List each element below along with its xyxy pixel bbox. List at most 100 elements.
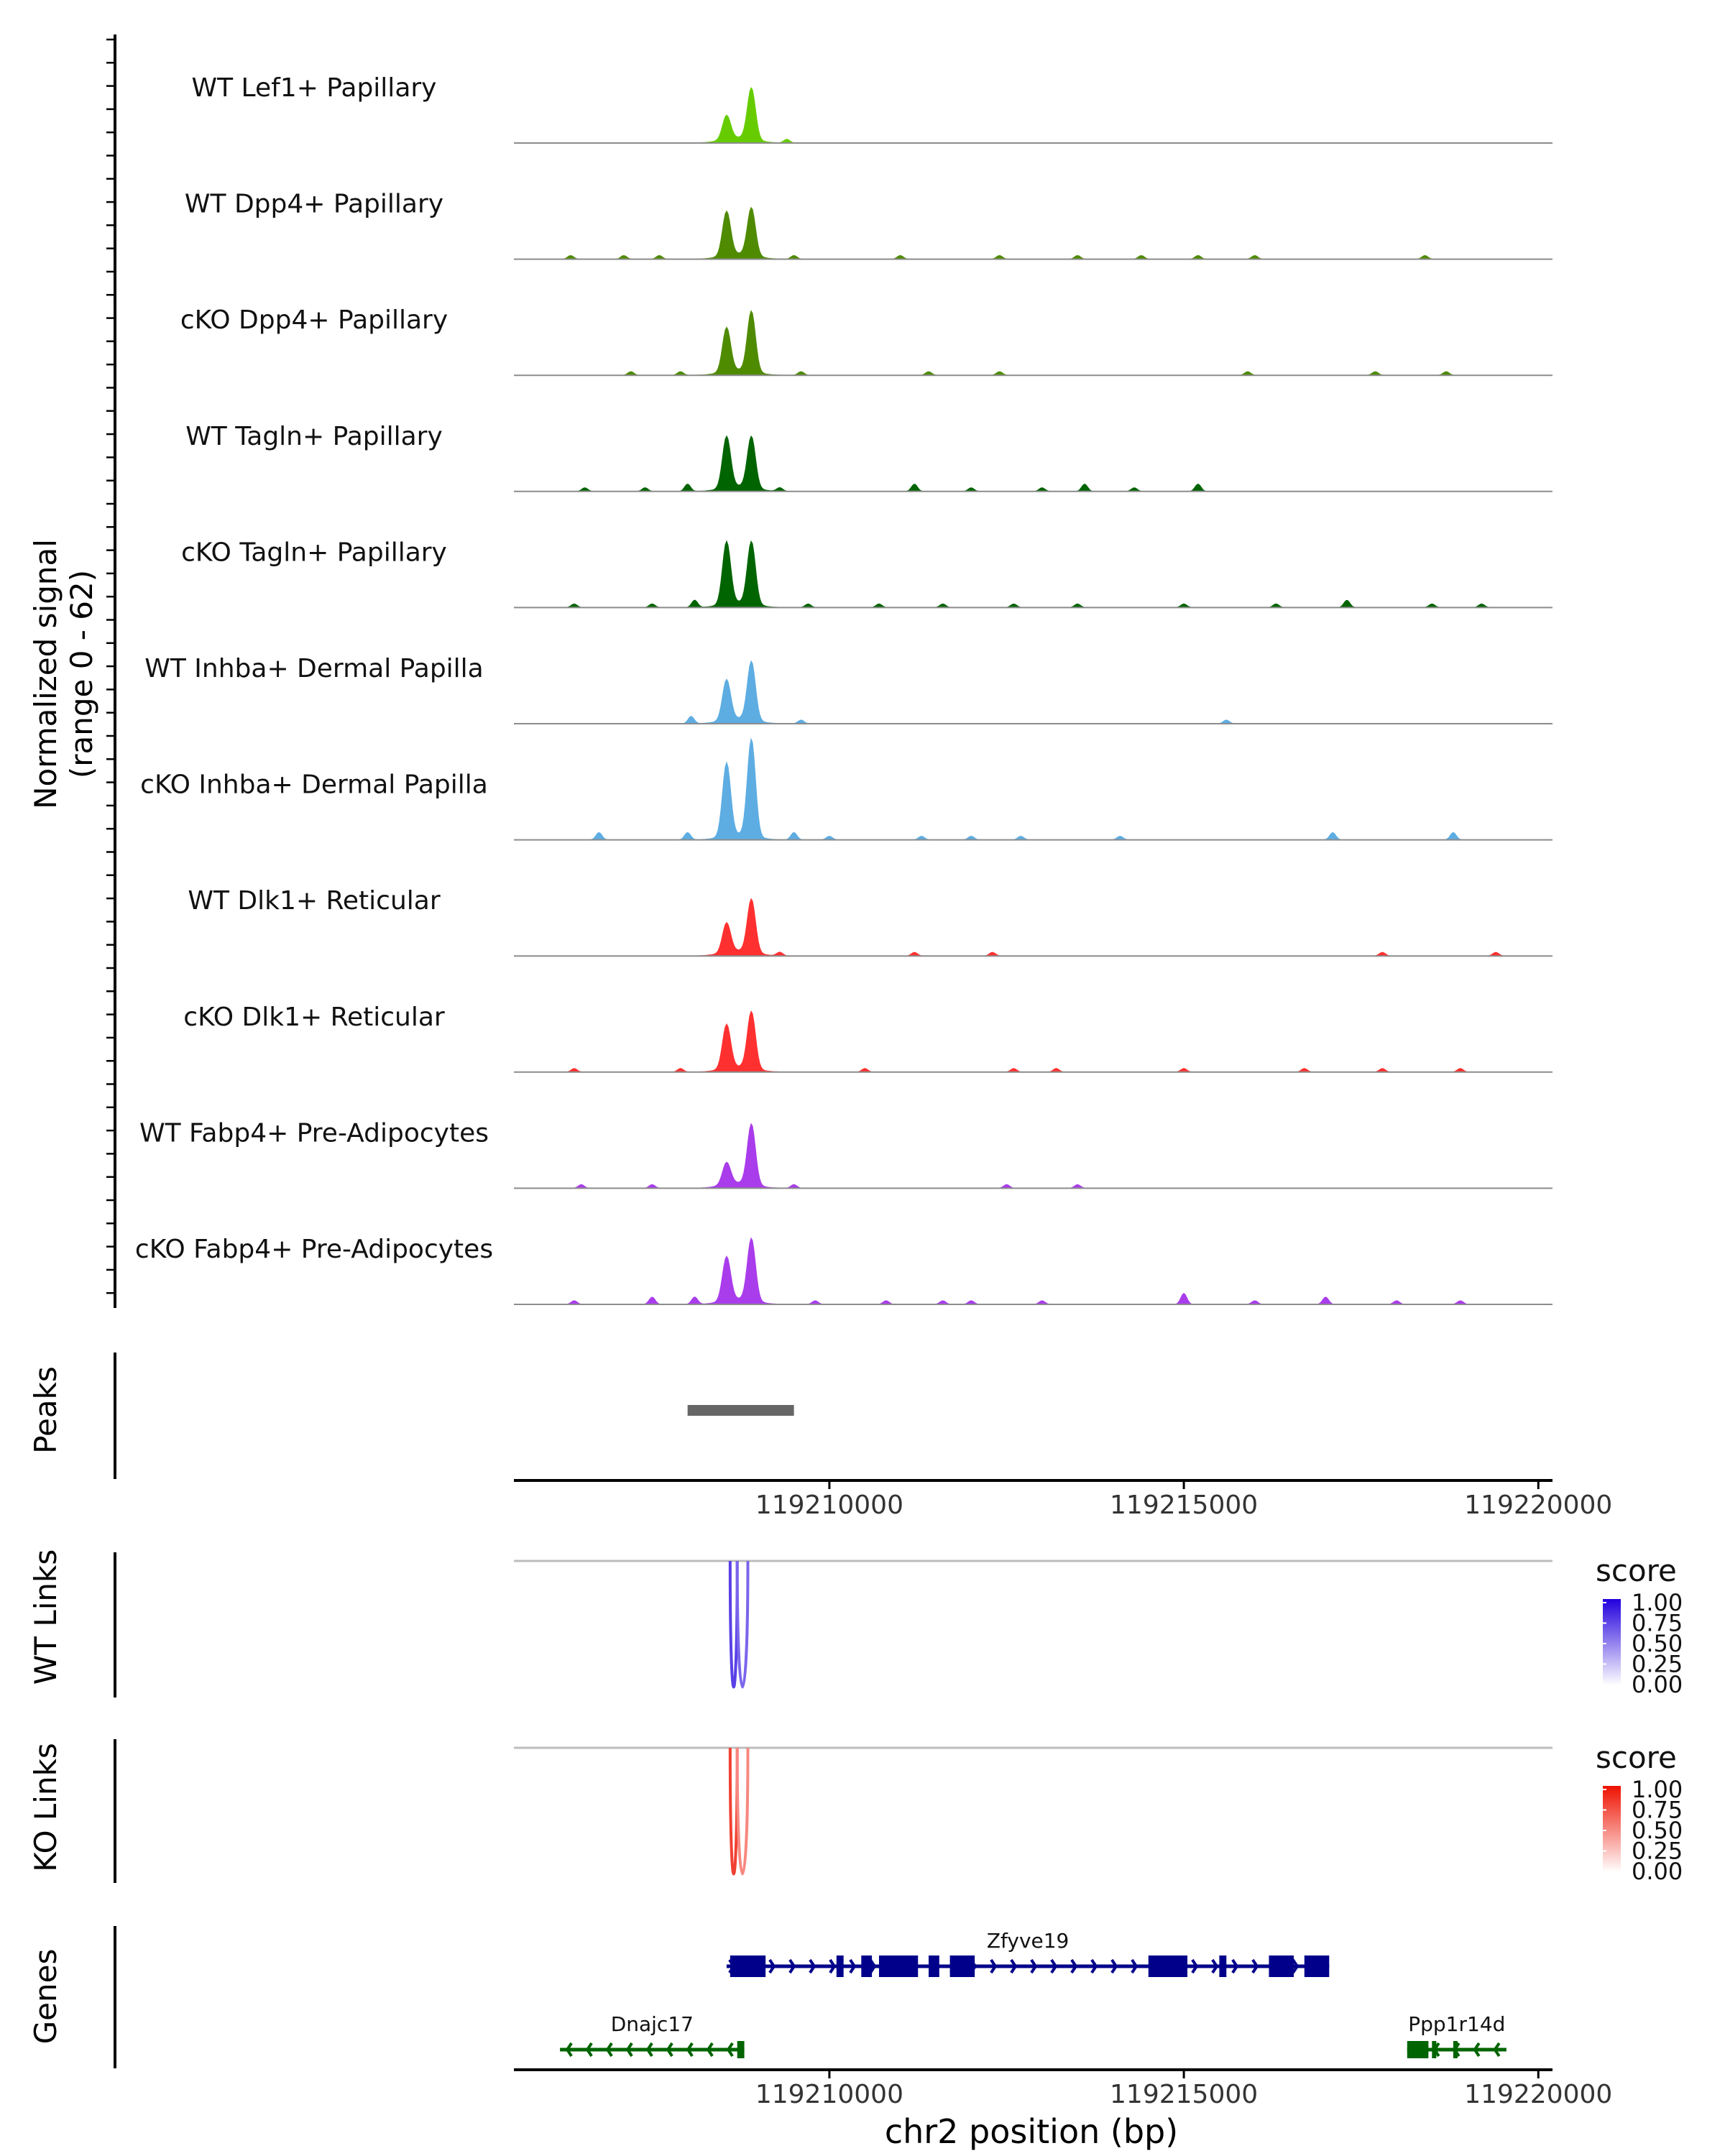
gene-exon <box>1432 2041 1437 2058</box>
x-tick-label: 119215000 <box>1110 2080 1258 2109</box>
x-tick-label: 119220000 <box>1464 1491 1612 1520</box>
track-label: cKO Fabp4+ Pre-Adipocytes <box>135 1235 493 1264</box>
x-axis-bottom: 119210000 119215000 119220000 <box>514 2068 1612 2109</box>
gene-label: Ppp1r14d <box>1408 2012 1505 2036</box>
coverage-area <box>514 898 1552 957</box>
coverage-tracks: WT Lef1+ Papillary WT Dpp4+ Papillary cKO … <box>135 73 1552 1305</box>
legend-break-label: 0.00 <box>1632 1858 1683 1885</box>
coverage-area <box>514 1237 1552 1305</box>
strand-chevron <box>706 2042 714 2058</box>
strand-chevron <box>1211 1958 1219 1974</box>
strand-chevron <box>788 1958 796 1974</box>
genes-axis-label: Genes <box>28 1949 63 2045</box>
wt-links-track <box>514 1560 1552 1689</box>
strand-chevron <box>1251 1958 1259 1974</box>
gene-exon <box>861 1955 873 1977</box>
peak-region <box>687 1405 794 1416</box>
x-axis-title: chr2 position (bp) <box>885 2112 1178 2151</box>
track-cko-inhba-dermal-papilla: cKO Inhba+ Dermal Papilla <box>140 737 1552 841</box>
legend-break-label: 0.25 <box>1632 1838 1683 1865</box>
strand-chevron <box>686 2042 694 2058</box>
track-cko-fabp4-pre-adipocytes: cKO Fabp4+ Pre-Adipocytes <box>135 1235 1552 1305</box>
ko-links-axis-label: KO Links <box>28 1743 63 1872</box>
gene-exon <box>1269 1955 1294 1977</box>
strand-chevron <box>1473 2042 1481 2058</box>
legend-colorbar <box>1603 1599 1621 1685</box>
x-tick-label: 119210000 <box>755 1491 903 1520</box>
coverage-area <box>514 87 1552 144</box>
strand-chevron <box>1191 1958 1199 1974</box>
strand-chevron <box>1110 1958 1118 1974</box>
gene-exon <box>1453 2041 1458 2058</box>
links-tracks <box>514 1560 1552 1876</box>
strand-chevron <box>990 1958 998 1974</box>
strand-chevron <box>1493 2042 1501 2058</box>
legend-break-label: 0.25 <box>1632 1651 1683 1678</box>
legend-break-label: 1.00 <box>1632 1776 1683 1803</box>
gene-exon <box>949 1955 975 1977</box>
track-label: WT Inhba+ Dermal Papilla <box>144 654 483 683</box>
strand-chevron <box>726 2042 734 2058</box>
score-legends: score1.000.750.500.250.00score1.000.750.… <box>1596 1553 1683 1885</box>
x-tick-label: 119210000 <box>755 2080 903 2109</box>
track-wt-lef1-papillary: WT Lef1+ Papillary <box>192 73 1552 144</box>
coverage-area <box>514 310 1552 376</box>
signal-axis-range: (range 0 - 62) <box>64 570 99 778</box>
x-tick-label: 119220000 <box>1464 2080 1612 2109</box>
gene-label: Dnajc17 <box>611 2012 694 2036</box>
track-label: cKO Inhba+ Dermal Papilla <box>140 770 488 800</box>
track-wt-dpp4-papillary: WT Dpp4+ Papillary <box>185 190 1552 260</box>
link-arc <box>735 1560 750 1689</box>
strand-chevron <box>809 1958 816 1974</box>
track-label: cKO Dlk1+ Reticular <box>183 1003 445 1032</box>
coverage-area <box>514 737 1552 841</box>
legend-break-label: 0.75 <box>1632 1797 1683 1824</box>
coverage-area <box>514 435 1552 492</box>
track-wt-inhba-dermal-papilla: WT Inhba+ Dermal Papilla <box>144 654 1552 724</box>
coverage-area <box>514 1010 1552 1073</box>
strand-chevron <box>585 2042 593 2058</box>
gene-exon <box>1219 1955 1227 1977</box>
gene-exon <box>730 1955 766 1977</box>
signal-y-axis-ticks <box>106 38 115 1294</box>
legend-break-label: 0.50 <box>1632 1630 1683 1657</box>
peaks-track <box>687 1405 794 1416</box>
legend-title: score <box>1596 1553 1677 1588</box>
x-axis-top: 119210000 119215000 119220000 <box>514 1479 1612 1520</box>
strand-chevron <box>1010 1958 1018 1974</box>
gene-exon <box>1148 1955 1188 1977</box>
strand-chevron <box>605 2042 613 2058</box>
track-wt-dlk1-reticular: WT Dlk1+ Reticular <box>188 886 1552 957</box>
track-wt-tagln-papillary: WT Tagln+ Papillary <box>185 422 1552 492</box>
legend-break-label: 0.00 <box>1632 1671 1683 1698</box>
gene-ppp1r14d: Ppp1r14d <box>1407 2012 1506 2058</box>
legend-break-label: 0.75 <box>1632 1610 1683 1637</box>
gene-exon <box>1304 1955 1330 1977</box>
track-cko-dlk1-reticular: cKO Dlk1+ Reticular <box>183 1003 1552 1073</box>
legend-break-label: 1.00 <box>1632 1589 1683 1616</box>
coverage-area <box>514 206 1552 260</box>
legend-title: score <box>1596 1740 1677 1775</box>
track-label: cKO Tagln+ Papillary <box>181 538 447 567</box>
track-label: WT Tagln+ Papillary <box>185 422 443 451</box>
strand-chevron <box>645 2042 653 2058</box>
strand-chevron <box>1030 1958 1038 1974</box>
strand-chevron <box>1090 1958 1098 1974</box>
coverage-area <box>514 660 1552 724</box>
track-label: WT Dlk1+ Reticular <box>188 886 440 916</box>
strand-chevron <box>1231 1958 1239 1974</box>
gene-dnajc17: Dnajc17 <box>560 2012 745 2058</box>
gene-exon <box>1407 2041 1429 2058</box>
strand-chevron <box>1292 1958 1300 1974</box>
gene-zfyve19: Zfyve19 <box>726 1929 1330 1977</box>
track-cko-tagln-papillary: cKO Tagln+ Papillary <box>181 538 1552 609</box>
strand-chevron <box>849 1958 857 1974</box>
gene-label: Zfyve19 <box>987 1929 1070 1953</box>
strand-chevron <box>625 2042 633 2058</box>
track-label: WT Lef1+ Papillary <box>192 73 437 103</box>
strand-chevron <box>829 1958 837 1974</box>
genes-track: Zfyve19 Dnajc17 Ppp1r14d <box>560 1929 1506 2058</box>
